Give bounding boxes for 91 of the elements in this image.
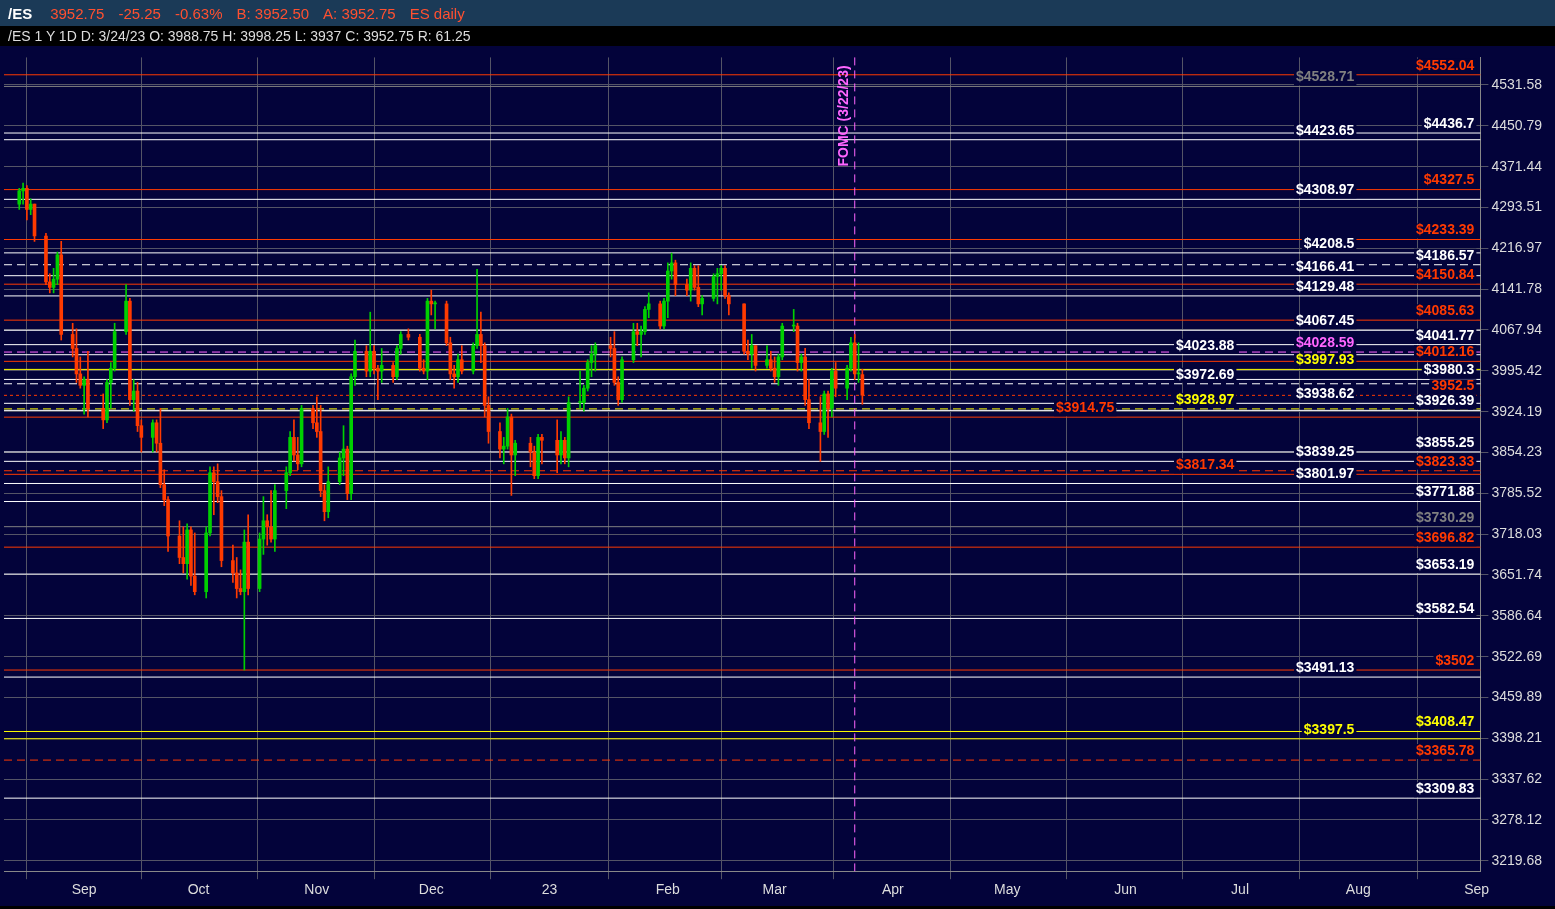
ref-line-label: $3365.78 [1415, 741, 1475, 758]
ref-line-label: $4436.7 [1423, 114, 1475, 131]
ref-line-label: $3817.34 [1175, 456, 1235, 473]
ref-line-label: $3980.3 [1423, 361, 1475, 378]
candlestick [379, 348, 384, 383]
ref-line-label: $4129.48 [1295, 277, 1355, 294]
text: -0.63% [174, 4, 223, 22]
y-tick-label: 3278.12 [1491, 810, 1543, 827]
ref-line-label: $3823.33 [1415, 452, 1475, 469]
ref-line-label: $4233.39 [1415, 221, 1475, 238]
ref-line-label: $4023.88 [1175, 336, 1235, 353]
y-tick-label: 4293.51 [1491, 198, 1543, 215]
text: 3952.75 [50, 4, 105, 22]
ref-line-label: $4186.57 [1415, 246, 1475, 263]
ref-line-label: $4208.5 [1303, 234, 1355, 251]
candlestick [578, 370, 582, 409]
x-tick-label: 23 [541, 881, 558, 898]
y-tick-label: 4371.44 [1491, 157, 1543, 174]
x-tick-label: Apr [881, 881, 905, 898]
ref-line-label: $3502 [1435, 651, 1475, 668]
x-tick-label: Jul [1231, 881, 1249, 898]
chart-subtitle: /ES 1 Y 1D D: 3/24/23 O: 3988.75 H: 3998.25 L: 3937 C: 3952.75 R: 61.25 [0, 26, 1555, 46]
ref-line-label: $3582.54 [1415, 600, 1475, 617]
ref-line-label: $4012.16 [1415, 343, 1475, 360]
ref-line-label: $4166.41 [1295, 257, 1355, 274]
ref-line-label: $3653.19 [1415, 555, 1475, 572]
candlestick [540, 434, 544, 465]
y-tick-label: 3924.19 [1491, 402, 1543, 419]
ref-line-label: $3801.97 [1295, 465, 1355, 482]
y-tick-label: 3995.42 [1491, 361, 1543, 378]
ref-line-label: $3914.75 [1055, 398, 1115, 415]
x-tick-label: May [994, 881, 1021, 898]
x-tick-label: Feb [655, 881, 681, 898]
y-tick-label: 4450.79 [1491, 116, 1543, 133]
ref-line-label: $4552.04 [1415, 56, 1475, 73]
candlestick [82, 376, 86, 415]
ref-line-label: $4423.65 [1295, 121, 1355, 138]
ref-line-label: $3938.62 [1295, 385, 1355, 402]
text: ES daily [409, 4, 465, 22]
y-tick-label: 4067.94 [1491, 320, 1543, 337]
y-tick-label: 3854.23 [1491, 443, 1543, 460]
y-tick-label: 4531.58 [1491, 75, 1543, 92]
y-tick-label: 3718.03 [1491, 525, 1543, 542]
x-tick-label: Sep [71, 881, 97, 898]
text: A: 3952.75 [323, 4, 396, 22]
y-tick-label: 3219.68 [1491, 851, 1543, 868]
ref-line-label: $4067.45 [1295, 312, 1355, 329]
text: B: 3952.50 [236, 4, 310, 22]
chart-title: /ES [8, 4, 33, 22]
y-tick-label: 3522.69 [1491, 647, 1543, 664]
ref-line-label: $3397.5 [1303, 720, 1355, 737]
y-tick-label: 3337.62 [1491, 770, 1543, 787]
y-tick-label: 3586.64 [1491, 606, 1543, 623]
ref-line-label: $3730.29 [1415, 508, 1475, 525]
ref-line-label: $3928.97 [1175, 390, 1235, 407]
ref-line-label: $3839.25 [1295, 443, 1355, 460]
ref-line-label: $3855.25 [1415, 433, 1475, 450]
ref-line-label: $3309.83 [1415, 780, 1475, 796]
ref-line-label: $3696.82 [1415, 529, 1475, 545]
candlestick [635, 322, 640, 346]
ref-line-label: $3997.93 [1295, 351, 1355, 368]
y-tick-label: 3459.89 [1491, 688, 1543, 705]
ref-line-label: $4085.63 [1415, 302, 1475, 318]
ref-line-label: $4327.5 [1423, 171, 1475, 188]
x-tick-label: Sep [1464, 881, 1490, 898]
ref-line-label: $3408.47 [1415, 713, 1475, 730]
y-tick-label: 3785.52 [1491, 484, 1543, 501]
ref-line-label: 3952.5 [1431, 377, 1475, 394]
ref-line-label: $4028.59 [1295, 333, 1355, 350]
x-tick-label: Oct [187, 881, 210, 898]
candlestick [429, 289, 434, 316]
ref-line-label: $3926.39 [1415, 392, 1475, 409]
ref-line-label: $4150.84 [1415, 266, 1475, 283]
x-tick-label: Mar [762, 881, 788, 898]
candlestick [269, 490, 273, 543]
y-tick-label: 3398.21 [1491, 729, 1543, 746]
x-tick-label: Nov [304, 881, 330, 898]
ref-line-label: FOMC (3/22/23) [834, 65, 851, 167]
y-tick-label: 4216.97 [1491, 239, 1543, 256]
y-tick-label: 4141.78 [1491, 280, 1543, 297]
ref-line-label: $4308.97 [1295, 181, 1355, 198]
ref-line-label: $4041.77 [1415, 326, 1475, 343]
x-tick-label: Aug [1345, 881, 1371, 898]
x-tick-label: Jun [1114, 881, 1137, 898]
x-tick-label: Dec [418, 881, 444, 898]
ref-line-label: $4528.71 [1295, 68, 1355, 85]
text: -25.25 [118, 4, 161, 22]
ref-line-label: $3972.69 [1175, 365, 1235, 382]
ref-line-label: $3491.13 [1295, 658, 1355, 675]
y-tick-label: 3651.74 [1491, 565, 1543, 582]
ref-line-label: $3771.88 [1415, 483, 1475, 500]
